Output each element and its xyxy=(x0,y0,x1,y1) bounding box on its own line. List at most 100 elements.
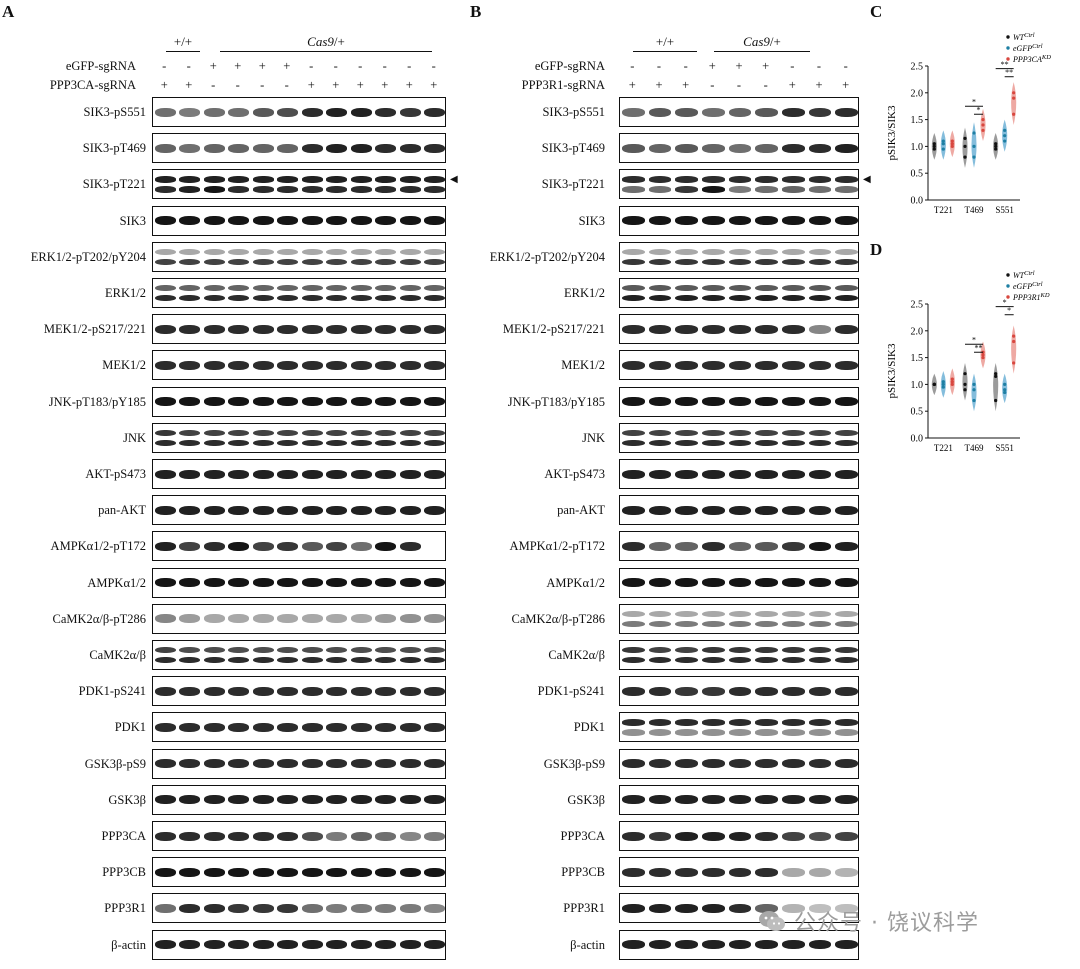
blot-band xyxy=(399,324,421,334)
blot-band xyxy=(375,107,397,117)
blot-band xyxy=(277,294,299,302)
blot-band xyxy=(277,469,299,479)
blot-band xyxy=(808,541,832,551)
blot-band xyxy=(350,429,372,437)
blot-band xyxy=(326,429,348,437)
blot-band xyxy=(808,719,832,726)
blot-band xyxy=(179,795,201,805)
data-point xyxy=(981,123,985,127)
blot-band xyxy=(835,505,858,515)
blot-band xyxy=(228,143,250,153)
blot-band xyxy=(622,248,645,256)
blot-band xyxy=(835,397,858,407)
blot-band xyxy=(179,505,201,515)
blot-band xyxy=(728,903,752,913)
blot-band xyxy=(702,324,725,334)
blot-band xyxy=(399,646,421,654)
data-point xyxy=(972,398,976,403)
blot-band xyxy=(154,176,176,183)
blot-band xyxy=(228,759,250,769)
blot-band xyxy=(277,284,299,292)
blot-band xyxy=(622,610,645,618)
blot-band xyxy=(228,505,250,515)
blot-strip xyxy=(619,748,859,779)
condition-label-a-1: PPP3CA-sgRNA xyxy=(49,78,136,92)
blot-band xyxy=(277,867,299,877)
blot-band xyxy=(835,541,858,551)
blot-band xyxy=(277,324,299,334)
blot-band xyxy=(755,831,778,841)
blot-band xyxy=(350,686,372,696)
blot-strip xyxy=(152,133,446,164)
blot-label: PPP3CB xyxy=(561,865,605,880)
blot-band xyxy=(399,439,421,447)
blot-band xyxy=(154,795,176,805)
blot-band xyxy=(277,505,299,515)
data-point xyxy=(941,147,945,151)
blot-band xyxy=(835,795,858,805)
blot-label: GSK3β-pS9 xyxy=(84,756,146,771)
blot-band xyxy=(277,541,299,551)
condition-symbol: - xyxy=(407,59,412,73)
blot-band xyxy=(808,258,832,266)
blot-band xyxy=(728,216,752,226)
blot-label: PDK1-pS241 xyxy=(78,684,146,699)
blot-band xyxy=(228,831,250,841)
blot-band xyxy=(835,469,858,479)
blot-band xyxy=(648,831,672,841)
blot-label: β-actin xyxy=(570,937,605,952)
blot-band xyxy=(350,722,372,732)
blot-strip xyxy=(619,857,859,888)
blot-band xyxy=(326,795,348,805)
legend-marker xyxy=(1006,284,1010,288)
group-label-b-1: Cas9/+ xyxy=(714,34,810,50)
blot-band xyxy=(228,324,250,334)
blot-band xyxy=(179,759,201,769)
blot-strip xyxy=(619,531,859,562)
blot-band xyxy=(326,940,348,950)
blot-band xyxy=(399,614,421,624)
blot-band xyxy=(702,656,725,664)
blot-band xyxy=(782,620,805,628)
blot-band xyxy=(375,176,397,183)
blot-band xyxy=(702,759,725,769)
blot-band xyxy=(301,294,323,302)
blot-band xyxy=(424,258,445,266)
blot-band xyxy=(755,578,778,588)
watermark-text: 公众号 · 饶议科学 xyxy=(794,911,979,936)
blot-band xyxy=(350,360,372,370)
blot-strip xyxy=(152,784,446,815)
blot-band xyxy=(808,505,832,515)
blot-band xyxy=(728,940,752,950)
blot-strip xyxy=(152,567,446,598)
legend-entry-superscript: KD xyxy=(1041,54,1051,61)
significance-marker: ** xyxy=(975,344,983,353)
blot-band xyxy=(375,795,397,805)
condition-symbol: - xyxy=(358,59,363,73)
data-point xyxy=(932,147,936,151)
y-tick-label: 0.0 xyxy=(911,434,924,445)
blot-band xyxy=(154,439,176,447)
blot-band xyxy=(728,469,752,479)
blot-band xyxy=(252,429,274,437)
blot-band xyxy=(808,903,832,913)
blot-band xyxy=(622,360,645,370)
blot-band xyxy=(326,248,348,256)
blot-band xyxy=(350,258,372,266)
blot-band xyxy=(301,795,323,805)
blot-band xyxy=(277,107,299,117)
blot-band xyxy=(728,397,752,407)
blot-band xyxy=(622,729,645,736)
legend-entry-superscript: Ctrl xyxy=(1024,32,1035,39)
condition-symbol: - xyxy=(630,59,635,73)
blot-strip xyxy=(619,278,859,308)
blot-band xyxy=(252,940,274,950)
blot-band xyxy=(728,360,752,370)
blot-band xyxy=(277,686,299,696)
blot-band xyxy=(675,294,698,302)
blot-band xyxy=(399,258,421,266)
blot-band xyxy=(203,397,225,407)
condition-symbol: - xyxy=(382,59,387,73)
blot-band xyxy=(808,360,832,370)
blot-band xyxy=(154,656,176,664)
